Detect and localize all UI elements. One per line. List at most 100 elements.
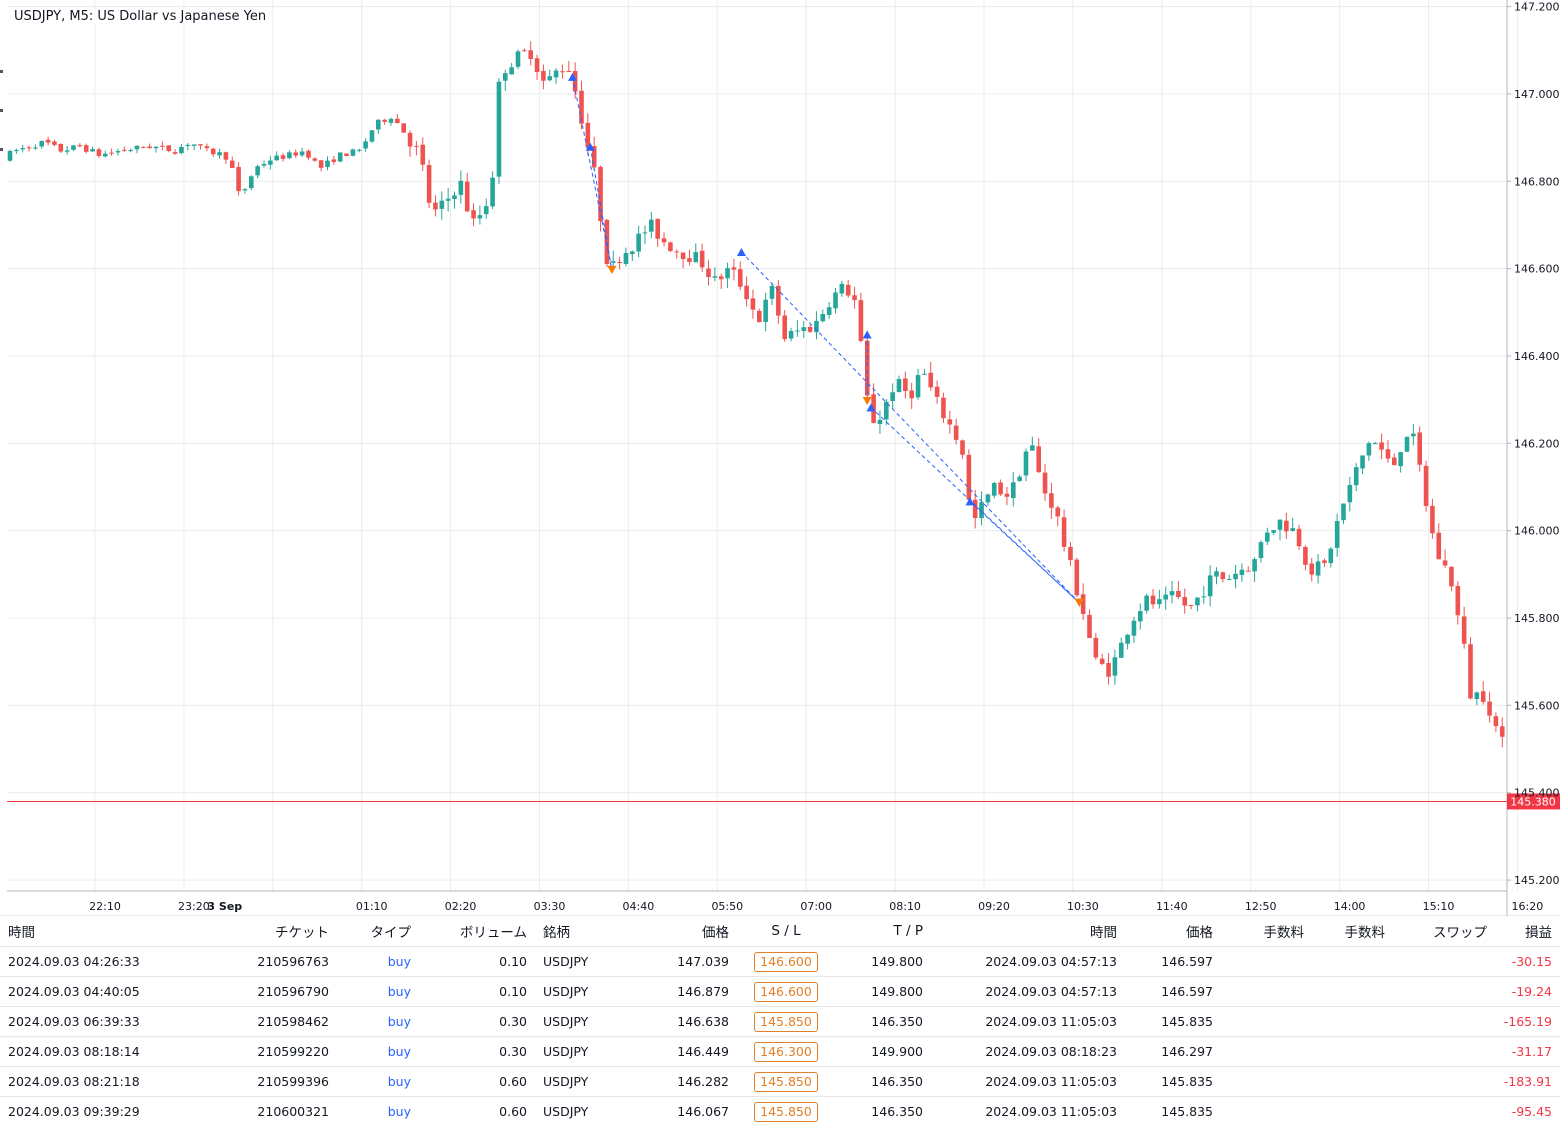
cell-tp: 149.900 [835, 1036, 931, 1067]
candle-body [801, 327, 807, 331]
candle-body [1271, 530, 1276, 533]
candle-body [33, 147, 38, 149]
cell-volume: 0.30 [419, 1006, 535, 1037]
candle-body [1398, 452, 1403, 467]
candle-body [826, 307, 832, 315]
candle-body [249, 176, 254, 189]
edge-mark [0, 109, 3, 112]
candle-body [515, 51, 521, 67]
col-commission-1[interactable]: 手数料 [1263, 925, 1305, 941]
table-row[interactable]: 2024.09.03 08:21:18 210599396 buy 0.60 USDJP… [0, 1066, 1560, 1097]
col-symbol[interactable]: 銘柄 [543, 925, 570, 941]
candle-body [83, 145, 89, 152]
candle-body [845, 284, 851, 296]
table-header-row: 時間 チケット タイプ ボリューム 銘柄 価格 S / L T / P 時間 価… [0, 916, 1560, 947]
table-row[interactable]: 2024.09.03 06:39:33 210598462 buy 0.30 USDJP… [0, 1006, 1560, 1037]
trade-line [870, 407, 1080, 604]
sl-value-box[interactable]: 145.850 [754, 1101, 818, 1122]
col-ticket[interactable]: チケット [275, 925, 329, 941]
candle-body [763, 299, 768, 322]
candle-body [7, 150, 13, 161]
table-row[interactable]: 2024.09.03 04:40:05 210596790 buy 0.10 USDJP… [0, 976, 1560, 1007]
candlestick-chart-svg[interactable]: 145.380 147.200 147.000 146.800 146.600 146.4… [0, 0, 1560, 916]
candle-body [331, 159, 337, 163]
cell-close-time: 2024.09.03 11:05:03 [931, 1096, 1125, 1123]
price-chart[interactable]: 145.380 147.200 147.000 146.800 146.600 146.4… [0, 0, 1560, 916]
candle-body [972, 499, 978, 519]
candle-body [1004, 493, 1010, 497]
cell-swap [1393, 976, 1495, 1007]
table-row[interactable]: 2024.09.03 09:39:29 210600321 buy 0.60 USDJP… [0, 1096, 1560, 1123]
candle-body [947, 419, 953, 425]
candle-body [337, 152, 343, 162]
candle-body [90, 149, 95, 152]
candle-body [807, 327, 813, 332]
candle-body [1144, 595, 1149, 611]
col-tp[interactable]: T / P [893, 923, 923, 939]
candle-body [14, 150, 19, 152]
buy-entry-marker [736, 248, 746, 257]
col-close-price[interactable]: 価格 [1186, 925, 1213, 941]
candle-body [680, 252, 686, 260]
candle-body [795, 330, 800, 332]
time-tick-label: 12:50 [1245, 900, 1277, 913]
candle-body [903, 378, 908, 391]
cell-commission-1 [1221, 1006, 1312, 1037]
candle-body [731, 267, 737, 270]
candle-body [915, 375, 921, 398]
cell-close-time: 2024.09.03 04:57:13 [931, 976, 1125, 1007]
candle-body [737, 269, 743, 287]
sl-value-box[interactable]: 146.600 [754, 951, 818, 972]
col-close-time[interactable]: 時間 [1090, 925, 1117, 941]
table-row[interactable]: 2024.09.03 04:26:33 210596763 buy 0.10 USDJP… [0, 946, 1560, 977]
candle-body [839, 283, 845, 294]
buy-entry-marker [585, 142, 595, 151]
candle-body [1277, 519, 1283, 530]
candle-body [864, 340, 870, 396]
col-profit[interactable]: 損益 [1525, 925, 1552, 941]
cell-commission-2 [1312, 1096, 1393, 1123]
cell-close-time: 2024.09.03 08:18:23 [931, 1036, 1125, 1067]
candle-body [464, 181, 470, 212]
cell-sl: 146.300 [737, 1036, 835, 1067]
cell-sl: 146.600 [737, 946, 835, 977]
sl-value-box[interactable]: 146.600 [754, 981, 818, 1002]
candle-body [39, 140, 45, 147]
price-tick-label: 147.200 [1514, 1, 1560, 14]
col-commission-2[interactable]: 手数料 [1344, 925, 1386, 941]
cell-close-time: 2024.09.03 11:05:03 [931, 1006, 1125, 1037]
candle-body [1042, 472, 1048, 494]
col-volume[interactable]: ボリューム [459, 925, 527, 941]
cell-commission-2 [1312, 946, 1393, 977]
col-open-time[interactable]: 時間 [8, 925, 35, 941]
col-type[interactable]: タイプ [370, 925, 412, 941]
sl-value-box[interactable]: 145.850 [754, 1011, 818, 1032]
candle-body [1334, 521, 1340, 548]
table-row[interactable]: 2024.09.03 08:18:14 210599220 buy 0.30 USDJP… [0, 1036, 1560, 1067]
col-open-price[interactable]: 価格 [702, 925, 729, 941]
candle-body [477, 215, 483, 219]
candle-body [52, 141, 57, 145]
col-swap[interactable]: スワップ [1433, 925, 1487, 941]
candle-body [1296, 528, 1302, 547]
candle-body [293, 152, 299, 156]
cell-ticket: 210599220 [216, 1036, 337, 1067]
candle-body [687, 258, 692, 262]
candle-body [458, 180, 464, 195]
candle-body [1265, 532, 1270, 542]
col-sl[interactable]: S / L [771, 923, 801, 939]
candle-body [1404, 436, 1410, 452]
candle-body [960, 440, 965, 455]
cell-volume: 0.60 [419, 1066, 535, 1097]
candle-body [1309, 563, 1315, 575]
candle-body [1487, 701, 1492, 716]
candle-body [1290, 528, 1295, 531]
candle-body [725, 268, 730, 279]
exit-marker [607, 265, 617, 274]
candle-body [1017, 476, 1022, 482]
sl-value-box[interactable]: 146.300 [754, 1041, 818, 1062]
sl-value-box[interactable]: 145.850 [754, 1071, 818, 1092]
edge-mark [0, 70, 3, 73]
candle-body [566, 70, 572, 72]
candle-body [236, 166, 241, 192]
